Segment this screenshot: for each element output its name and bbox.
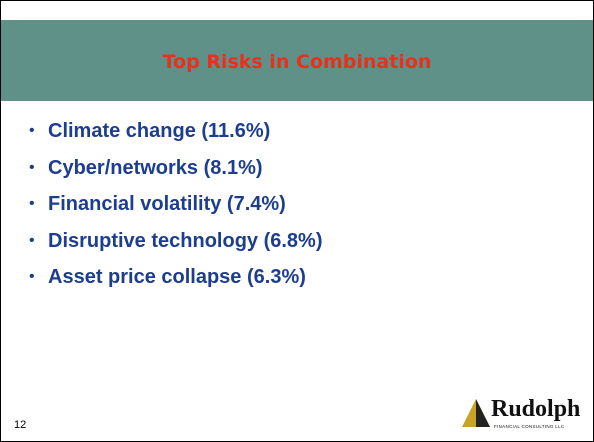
bullet: Asset price collapse (6.3%) (29, 262, 323, 299)
bullet: Climate change (11.6%) (29, 116, 323, 153)
logo-icon (462, 399, 490, 427)
bullet-list: Climate change (11.6%)Cyber/networks (8.… (29, 116, 323, 299)
logo: Rudolph FINANCIAL CONSULTING LLC (461, 393, 583, 433)
page-number: 12 (14, 419, 27, 431)
logo-tagline: FINANCIAL CONSULTING LLC (494, 424, 565, 429)
bullet: Disruptive technology (6.8%) (29, 226, 323, 263)
bullet: Cyber/networks (8.1%) (29, 153, 323, 190)
header-band (1, 20, 593, 101)
slide-title: Top Risks in Combination (162, 51, 432, 73)
logo-name: Rudolph (491, 396, 581, 422)
bullet: Financial volatility (7.4%) (29, 189, 323, 226)
